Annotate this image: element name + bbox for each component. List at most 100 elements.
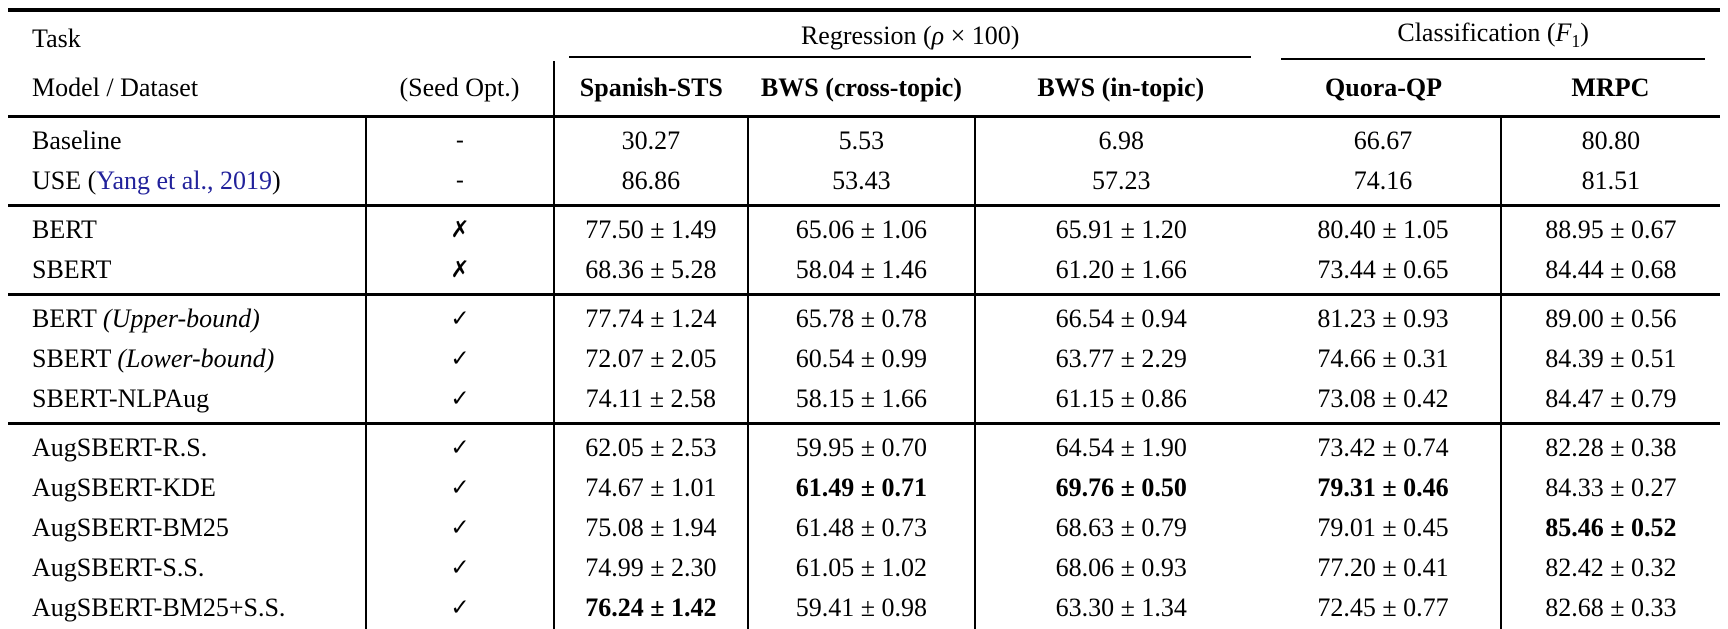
model-cell: AugSBERT-KDE [8, 468, 367, 508]
value-cell: 57.23 [1092, 166, 1151, 195]
value-cell: 77.20 ± 0.41 [1266, 548, 1502, 588]
value-cell: 61.20 ± 1.66 [1055, 255, 1187, 284]
model-cell: AugSBERT-BM25+S.S. [8, 588, 367, 629]
f-symbol: F [1555, 18, 1572, 48]
value-cell: 68.36 ± 5.28 [554, 250, 749, 295]
check-mark-icon: ✓ [365, 379, 556, 424]
value-cell: 58.04 ± 1.46 [747, 250, 977, 295]
model-name-text: BERT [32, 304, 103, 333]
value-cell: 61.48 ± 0.73 [747, 508, 977, 548]
value-cell: 74.67 ± 1.01 [554, 468, 749, 508]
table-row: BERT (Upper-bound) ✓ 77.74 ± 1.24 65.78 ± 0… [8, 293, 1720, 339]
table-row: SBERT ✗ 68.36 ± 5.28 58.04 ± 1.46 61.20 ± 1.… [8, 250, 1720, 295]
header-seed-opt: (Seed Opt.) [365, 61, 556, 118]
check-mark-icon: ✓ [365, 339, 556, 379]
value-cell: 68.63 ± 0.79 [1055, 513, 1187, 542]
table-section-1: Baseline -30.27 5.53 6.98 66.67 80.80 USE (Yan… [8, 115, 1720, 206]
value-cell: 63.30 ± 1.34 [1055, 593, 1187, 622]
column-header-quora-qp: Quora-QP [1266, 61, 1501, 118]
check-mark-icon: ✓ [365, 468, 556, 508]
table-section-2: BERT ✗ 77.50 ± 1.49 65.06 ± 1.06 65.91 ± 1.2… [8, 204, 1720, 295]
model-name-text: (Upper-bound) [102, 304, 260, 333]
classification-label-prefix: Classification ( [1397, 18, 1556, 48]
model-name-text: AugSBERT-S.S. [32, 553, 205, 582]
table-row: USE (Yang et al., 2019) -86.86 53.43 57.23 7… [8, 161, 1720, 206]
value-cell: 6.98 [975, 115, 1267, 161]
value-cell: 64.54 ± 1.90 [975, 422, 1267, 468]
check-mark-icon: ✓ [365, 548, 556, 588]
regression-label-suffix: × 100) [944, 20, 1020, 50]
model-name-text: SBERT [32, 344, 118, 373]
header-group-row: Task Regression (ρ × 100) Classification… [8, 10, 1720, 61]
table-row: SBERT-NLPAug ✓ 74.11 ± 2.58 58.15 ± 1.66 61.… [8, 379, 1720, 424]
model-name-text: SBERT [32, 255, 112, 284]
results-table: Task Regression (ρ × 100) Classification… [8, 8, 1720, 629]
value-cell: 72.45 ± 0.77 [1266, 588, 1502, 629]
rho-symbol: ρ [931, 20, 945, 50]
classification-label-suffix: ) [1580, 18, 1589, 48]
value-cell: 74.16 [1266, 161, 1502, 206]
value-cell: 65.91 ± 1.20 [975, 204, 1267, 250]
value-cell: 86.86 [554, 161, 749, 206]
citation-link[interactable]: Yang et al., 2019 [96, 166, 273, 195]
value-cell: 66.67 [1266, 115, 1502, 161]
value-cell: 77.50 ± 1.49 [554, 204, 749, 250]
value-cell: 65.06 ± 1.06 [747, 204, 977, 250]
value-cell: 84.33 ± 0.27 [1545, 473, 1677, 502]
value-cell: 84.47 ± 0.79 [1545, 384, 1677, 413]
model-name-text: Baseline [32, 126, 122, 155]
value-cell: 82.42 ± 0.32 [1545, 553, 1677, 582]
model-name-text: USE ( [32, 166, 97, 195]
value-cell: 84.44 ± 0.68 [1545, 255, 1677, 284]
model-name-text: AugSBERT-BM25+S.S. [32, 593, 286, 622]
value-cell: 65.78 ± 0.78 [747, 293, 977, 339]
value-cell: 59.41 ± 0.98 [747, 588, 977, 629]
model-cell: BERT (Upper-bound) [8, 293, 367, 339]
f-subscript: 1 [1571, 31, 1581, 52]
value-cell: 80.80 [1500, 115, 1720, 161]
value-cell: 82.68 ± 0.33 [1545, 593, 1677, 622]
model-cell: USE (Yang et al., 2019) [8, 161, 367, 206]
value-cell: 85.46 ± 0.52 [1545, 513, 1677, 542]
value-cell: 75.08 ± 1.94 [554, 508, 749, 548]
header-model-dataset: Model / Dataset [8, 61, 366, 118]
value-cell: 60.54 ± 0.99 [747, 339, 977, 379]
regression-label-prefix: Regression ( [800, 20, 932, 50]
table-section-4: AugSBERT-R.S. ✓ 62.05 ± 2.53 59.95 ± 0.70 64… [8, 422, 1720, 629]
header-column-row: Model / Dataset (Seed Opt.) Spanish-STS B… [8, 61, 1720, 118]
value-cell: 62.05 ± 2.53 [554, 422, 749, 468]
value-cell: 74.66 ± 0.31 [1266, 339, 1502, 379]
seed-dash: - [365, 115, 556, 161]
model-cell: SBERT-NLPAug [8, 379, 367, 424]
value-cell: 79.01 ± 0.45 [1266, 508, 1502, 548]
table-section-3: BERT (Upper-bound) ✓ 77.74 ± 1.24 65.78 ± 0… [8, 293, 1720, 424]
value-cell: 79.31 ± 0.46 [1266, 468, 1502, 508]
model-cell: Baseline [8, 115, 367, 161]
value-cell: 74.99 ± 2.30 [554, 548, 749, 588]
value-cell: 74.11 ± 2.58 [554, 379, 749, 424]
value-cell: 59.95 ± 0.70 [747, 422, 977, 468]
value-cell: 81.23 ± 0.93 [1266, 293, 1502, 339]
column-header-mrpc: MRPC [1500, 61, 1720, 118]
table-row: AugSBERT-S.S. ✓ 74.99 ± 2.30 61.05 ± 1.02 68… [8, 548, 1720, 588]
check-mark-icon: ✓ [365, 422, 556, 468]
model-cell: AugSBERT-R.S. [8, 422, 367, 468]
check-mark-icon: ✓ [365, 508, 556, 548]
table-row: AugSBERT-R.S. ✓ 62.05 ± 2.53 59.95 ± 0.70 64… [8, 422, 1720, 468]
header-group-regression: Regression (ρ × 100) [569, 20, 1252, 58]
value-cell: 63.77 ± 2.29 [1055, 344, 1187, 373]
table-row: BERT ✗ 77.50 ± 1.49 65.06 ± 1.06 65.91 ± 1.2… [8, 204, 1720, 250]
value-cell: 53.43 [747, 161, 977, 206]
table-row: AugSBERT-BM25+S.S. ✓ 76.24 ± 1.42 59.41 ± 0… [8, 588, 1720, 629]
header-group-regression-cell: Regression (ρ × 100) [554, 10, 1266, 61]
table-row: AugSBERT-BM25 ✓ 75.08 ± 1.94 61.48 ± 0.73 68… [8, 508, 1720, 548]
value-cell: 80.40 ± 1.05 [1266, 204, 1502, 250]
table-header: Task Regression (ρ × 100) Classification… [8, 10, 1720, 118]
seed-dash: - [365, 161, 556, 206]
table-row: SBERT (Lower-bound) ✓ 72.07 ± 2.05 60.54 ± … [8, 339, 1720, 379]
value-cell: 88.95 ± 0.67 [1500, 204, 1720, 250]
model-cell: AugSBERT-BM25 [8, 508, 367, 548]
value-cell: 5.53 [747, 115, 977, 161]
value-cell: 73.42 ± 0.74 [1266, 422, 1502, 468]
column-header-spanish-sts: Spanish-STS [554, 61, 748, 118]
